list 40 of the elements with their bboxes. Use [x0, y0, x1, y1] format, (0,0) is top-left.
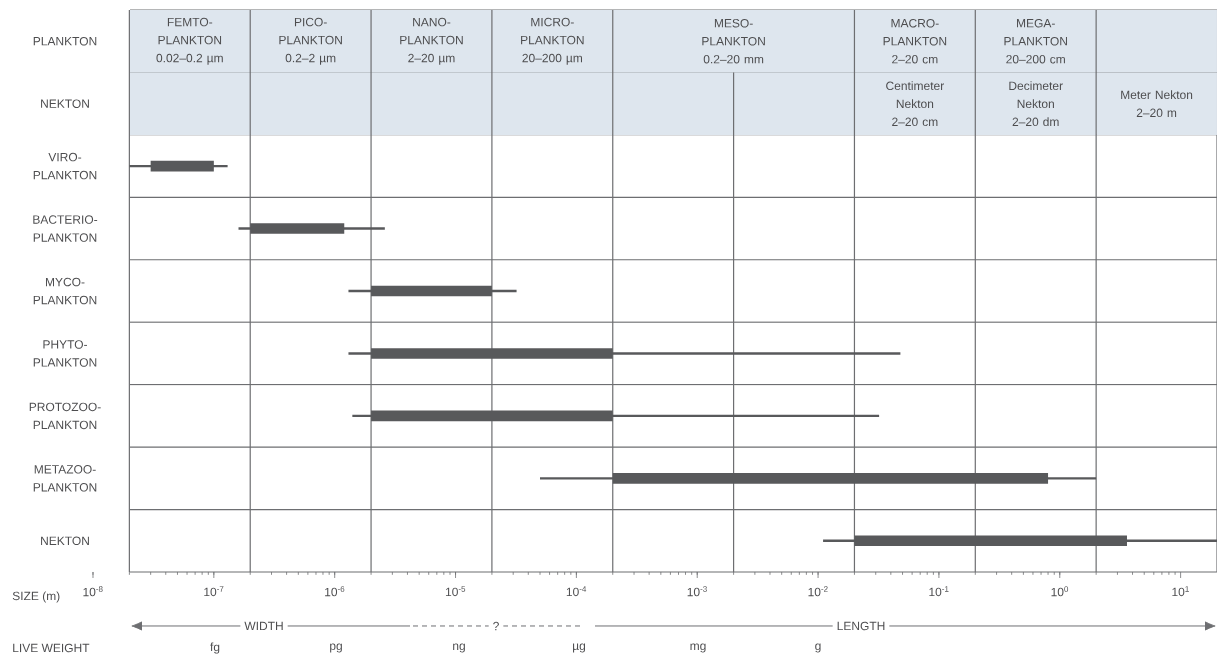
text: LIVE WEIGHT — [13, 643, 90, 653]
y-tick-label: VIRO-PLANKTON — [33, 152, 97, 180]
x-tick-label: 10$^{-4}$ — [566, 586, 587, 597]
text: LENGTH — [837, 621, 885, 631]
band-label: NANO-PLANKTON 2–20 µm — [400, 17, 463, 65]
band-label: MICRO-PLANKTON 20–200 µm — [521, 17, 584, 65]
y-tick-label: NEKTON — [41, 536, 89, 546]
x-tick-label: 10$^{-3}$ — [687, 586, 707, 597]
band-label: MACRO-PLANKTON 2–20 cm — [883, 18, 947, 64]
x-tick-label: 10$^{-6}$ — [325, 586, 345, 597]
x-tick-label: 10$^{-7}$ — [204, 586, 224, 597]
y-tick-label: NEKTON — [41, 99, 89, 108]
y-tick-label: PHYTO-PLANKTON — [33, 340, 97, 367]
x-tick-label: 10$^{-8}$ — [83, 586, 103, 597]
text: WIDTH — [244, 621, 283, 631]
band-label: PICO-PLANKTON 0.2–2 µm — [279, 17, 342, 65]
x-axis-title: SIZE (m) — [12, 591, 60, 603]
y-tick-label: PROTOZOO-PLANKTON — [29, 402, 101, 430]
text: ? — [493, 621, 499, 631]
text: pg — [330, 643, 342, 653]
x-tick-label: 10$^{0}$ — [1051, 586, 1069, 597]
x-tick-label: 10$^{-5}$ — [445, 586, 466, 597]
band-label: MESO-PLANKTON 0.2–20 mm — [702, 18, 765, 64]
text: mg — [690, 643, 706, 653]
x-tick-label: 10$^{-2}$ — [808, 586, 828, 597]
band-label: Centimeter Nekton 2–20 cm — [886, 81, 945, 127]
text: g — [815, 643, 821, 653]
y-tick-label: PLANKTON — [33, 36, 97, 46]
text: ng — [453, 643, 465, 653]
y-tick-label: MYCO-PLANKTON — [33, 277, 97, 305]
x-tick-label: 10$^{1}$ — [1172, 586, 1189, 597]
band-label: MEGA-PLANKTON 20–200 cm — [1004, 18, 1067, 64]
text: fg — [210, 642, 220, 654]
text: µg — [573, 643, 586, 653]
band-label: FEMTO-PLANKTON 0.02–0.2 µm — [156, 17, 223, 65]
band-label: Decimeter Nekton 2–20 dm — [1009, 81, 1063, 127]
band-label: Meter Nekton 2–20 m — [1121, 90, 1193, 118]
y-tick-label: BACTERIO-PLANKTON — [33, 215, 98, 242]
x-tick-label: 10$^{-1}$ — [929, 586, 949, 597]
y-tick-label: METAZOO-PLANKTON — [33, 465, 97, 492]
